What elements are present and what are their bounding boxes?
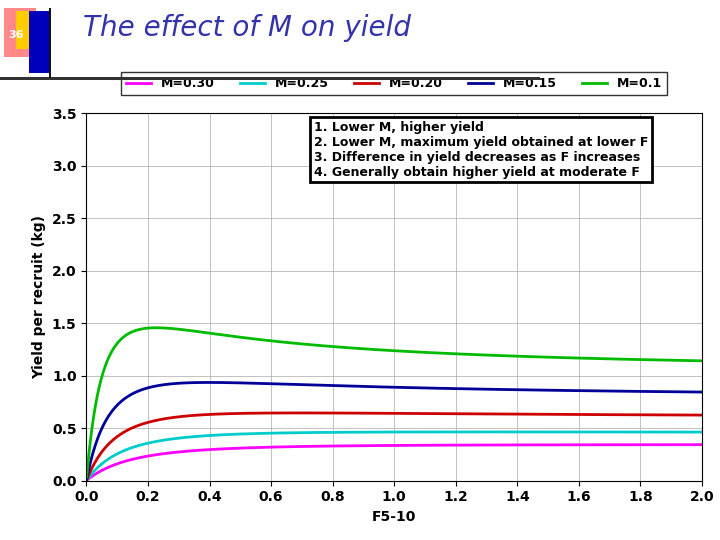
- Line: M=0.30: M=0.30: [86, 444, 702, 481]
- M=0.20: [114, 433, 122, 439]
- Y-axis label: Yield per recruit (kg): Yield per recruit (kg): [32, 215, 46, 379]
- M=0.15: [680, 389, 689, 395]
- M=0.20: [382, 410, 390, 416]
- M=0.20: [698, 412, 706, 418]
- M=0.30: [365, 442, 374, 449]
- M=0.30: [698, 441, 706, 448]
- M=0.1: [680, 357, 689, 364]
- M=0.30: [82, 477, 91, 484]
- M=0.20: [366, 410, 374, 416]
- Line: M=0.15: M=0.15: [86, 382, 702, 479]
- M=0.15: [82, 476, 91, 482]
- M=0.1: [82, 474, 91, 480]
- M=0.25: [480, 429, 488, 435]
- M=0.15: [366, 383, 374, 390]
- M=0.25: [82, 477, 91, 483]
- M=0.25: [114, 450, 122, 457]
- M=0.15: [680, 389, 688, 395]
- Legend: M=0.30, M=0.25, M=0.20, M=0.15, M=0.1: M=0.30, M=0.25, M=0.20, M=0.15, M=0.1: [121, 72, 667, 95]
- M=0.1: [382, 347, 390, 354]
- M=0.20: [82, 477, 91, 483]
- M=0.25: [365, 429, 374, 435]
- M=0.1: [698, 357, 706, 364]
- M=0.15: [114, 401, 122, 408]
- X-axis label: F5-10: F5-10: [372, 510, 416, 524]
- M=0.30: [382, 442, 390, 449]
- M=0.20: [680, 412, 688, 418]
- Text: The effect of M on yield: The effect of M on yield: [83, 14, 411, 42]
- M=0.15: [382, 384, 390, 390]
- M=0.25: [382, 429, 390, 435]
- Text: 1. Lower M, higher yield
2. Lower M, maximum yield obtained at lower F
3. Differ: 1. Lower M, higher yield 2. Lower M, max…: [314, 121, 649, 179]
- M=0.30: [567, 442, 575, 448]
- M=0.25: [680, 429, 688, 435]
- M=0.15: [698, 389, 706, 395]
- Line: M=0.25: M=0.25: [86, 432, 702, 480]
- Text: 36: 36: [9, 30, 24, 40]
- M=0.25: [567, 429, 576, 435]
- M=0.20: [567, 411, 576, 418]
- M=0.15: [204, 379, 213, 386]
- M=0.20: [680, 412, 689, 418]
- M=0.1: [680, 357, 688, 364]
- M=0.30: [680, 441, 688, 448]
- M=0.25: [680, 429, 689, 435]
- M=0.30: [114, 460, 122, 467]
- M=0.1: [114, 339, 122, 346]
- M=0.30: [680, 441, 688, 448]
- Line: M=0.1: M=0.1: [86, 328, 702, 477]
- M=0.15: [567, 387, 576, 394]
- Line: M=0.20: M=0.20: [86, 413, 702, 480]
- M=0.25: [698, 429, 706, 435]
- M=0.20: [294, 410, 303, 416]
- M=0.1: [567, 355, 576, 361]
- M=0.1: [366, 346, 374, 353]
- M=0.1: [152, 325, 161, 331]
